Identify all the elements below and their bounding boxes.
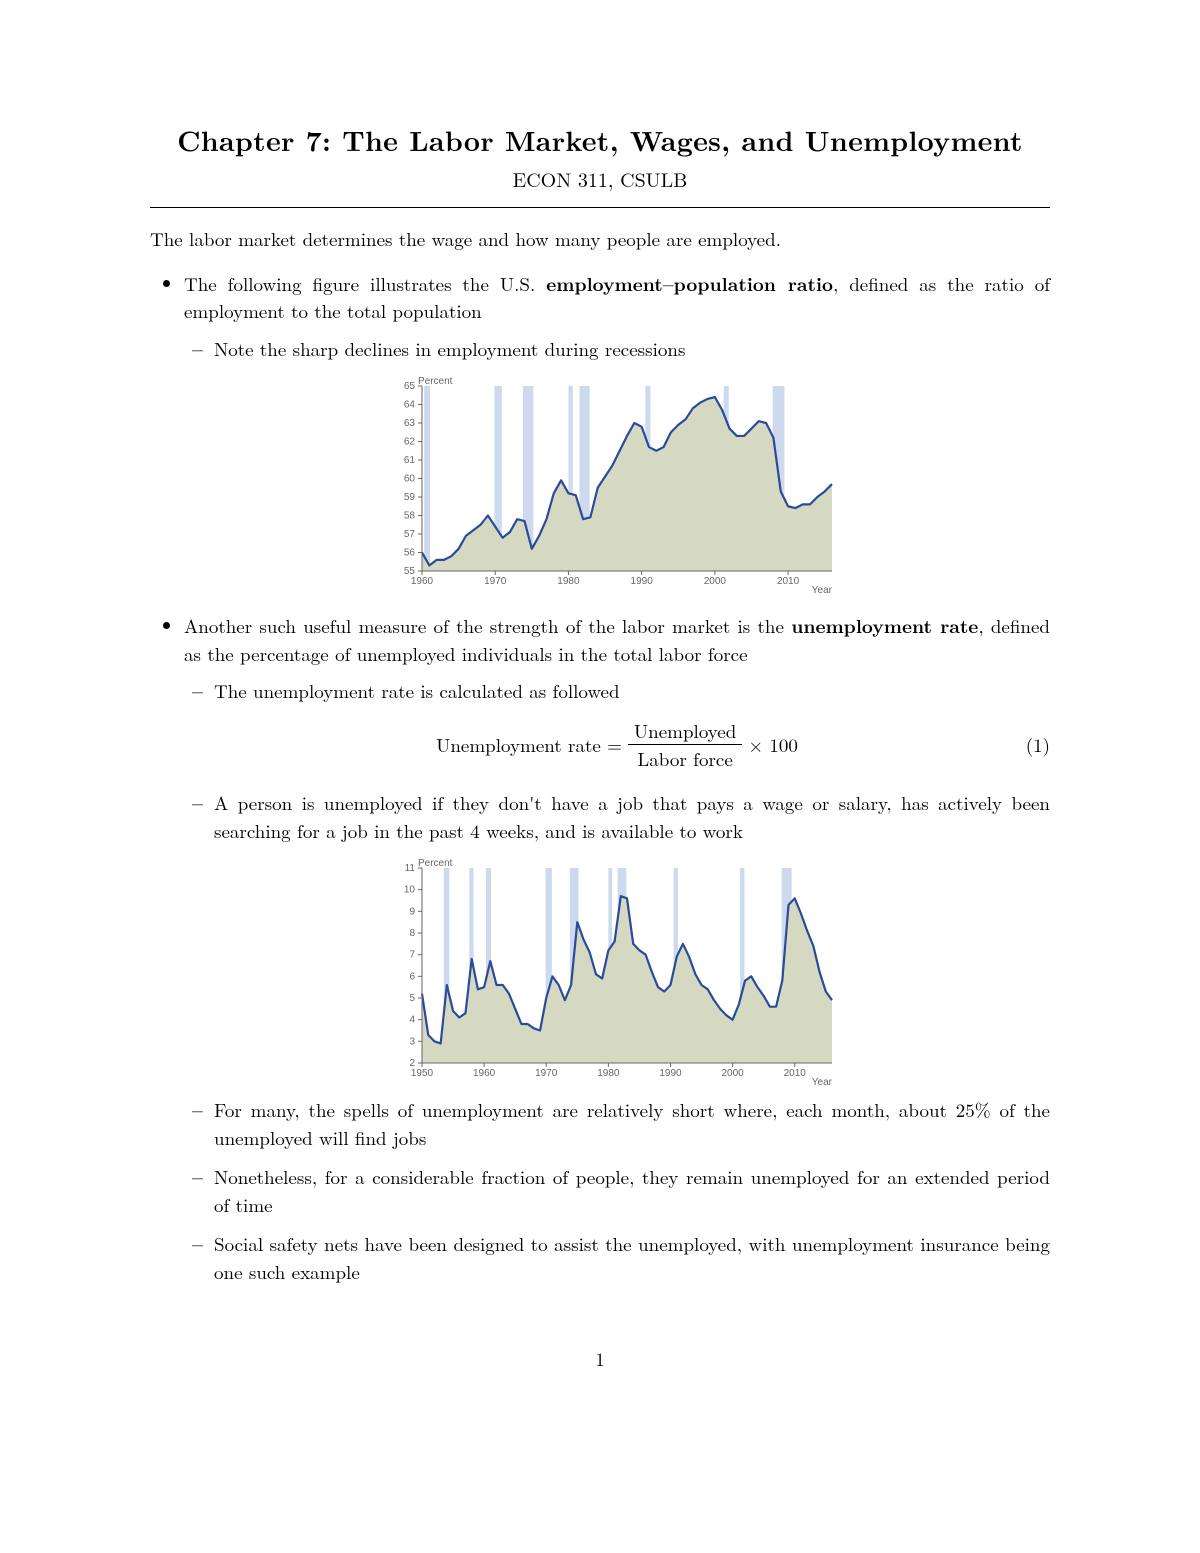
bullet-emp-pop-sub1: Note the sharp declines in employment du… bbox=[214, 335, 1050, 363]
svg-text:59: 59 bbox=[404, 492, 416, 503]
svg-text:11: 11 bbox=[405, 863, 416, 874]
equation-number: (1) bbox=[1026, 731, 1050, 759]
bullet-unemp-sublist: The unemployment rate is calculated as f… bbox=[184, 677, 1050, 705]
svg-text:1980: 1980 bbox=[597, 1068, 620, 1079]
svg-text:62: 62 bbox=[404, 437, 416, 448]
svg-text:3: 3 bbox=[409, 1036, 415, 1047]
equation-lhs: Unemployment rate = bbox=[436, 731, 622, 759]
svg-text:10: 10 bbox=[404, 885, 416, 896]
bullet-unemp-sub5: Social safety nets have been designed to… bbox=[214, 1230, 1050, 1285]
svg-text:6: 6 bbox=[409, 971, 415, 982]
equation-numerator: Unemployed bbox=[628, 717, 742, 745]
page-title: Chapter 7: The Labor Market, Wages, and … bbox=[150, 120, 1050, 160]
page: Chapter 7: The Labor Market, Wages, and … bbox=[0, 0, 1200, 1452]
svg-text:Percent: Percent bbox=[418, 858, 453, 869]
bullet-unemp-sub2: A person is unemployed if they don't hav… bbox=[214, 789, 1050, 844]
bullet-emp-pop-bold: employment–population ratio bbox=[546, 269, 833, 297]
bullet-unemp-sub3: For many, the spells of unemployment are… bbox=[214, 1096, 1050, 1151]
svg-text:1950: 1950 bbox=[411, 1068, 434, 1079]
equation-tail: × 100 bbox=[748, 731, 798, 759]
svg-text:9: 9 bbox=[409, 906, 415, 917]
svg-text:65: 65 bbox=[404, 381, 416, 392]
title-block: Chapter 7: The Labor Market, Wages, and … bbox=[150, 120, 1050, 193]
title-rule bbox=[150, 207, 1050, 208]
svg-text:2000: 2000 bbox=[721, 1068, 744, 1079]
svg-text:5: 5 bbox=[409, 993, 415, 1004]
svg-text:58: 58 bbox=[404, 511, 416, 522]
bullet-unemp-pre: Another such useful measure of the stren… bbox=[184, 612, 791, 639]
svg-text:56: 56 bbox=[404, 548, 416, 559]
chart-employment-population-ratio: 5556575859606162636465196019701980199020… bbox=[382, 374, 852, 594]
bullet-unemp-sub4: Nonetheless, for a considerable fraction… bbox=[214, 1163, 1050, 1218]
svg-text:57: 57 bbox=[404, 529, 416, 540]
svg-text:64: 64 bbox=[404, 400, 416, 411]
svg-text:1960: 1960 bbox=[473, 1068, 496, 1079]
svg-text:1990: 1990 bbox=[631, 576, 654, 587]
svg-text:1970: 1970 bbox=[484, 576, 507, 587]
svg-text:1980: 1980 bbox=[557, 576, 580, 587]
bullet-emp-pop-sublist: Note the sharp declines in employment du… bbox=[184, 335, 1050, 363]
equation-row: Unemployment rate = Unemployed Labor for… bbox=[184, 717, 1050, 773]
svg-text:61: 61 bbox=[404, 455, 416, 466]
page-subtitle: ECON 311, CSULB bbox=[150, 164, 1050, 193]
svg-text:63: 63 bbox=[404, 418, 416, 429]
chart-unemployment-rate: 2345678910111950196019701980199020002010… bbox=[382, 856, 852, 1086]
svg-text:Year: Year bbox=[812, 585, 833, 594]
svg-text:2000: 2000 bbox=[704, 576, 727, 587]
bullet-unemp-bold: unemployment rate bbox=[791, 611, 978, 639]
chart2-wrap: 2345678910111950196019701980199020002010… bbox=[184, 856, 1050, 1086]
bullet-unemp-sublist-2: A person is unemployed if they don't hav… bbox=[184, 789, 1050, 844]
intro-text: The labor market determines the wage and… bbox=[150, 226, 1050, 252]
page-number: 1 bbox=[150, 1345, 1050, 1372]
equation-fraction: Unemployed Labor force bbox=[628, 717, 742, 773]
svg-text:8: 8 bbox=[409, 928, 415, 939]
svg-text:60: 60 bbox=[404, 474, 416, 485]
svg-text:4: 4 bbox=[409, 1015, 415, 1026]
svg-text:1960: 1960 bbox=[411, 576, 434, 587]
svg-text:2010: 2010 bbox=[784, 1068, 807, 1079]
svg-text:1990: 1990 bbox=[659, 1068, 682, 1079]
bullet-emp-pop-pre: The following figure illustrates the U.S… bbox=[184, 270, 546, 297]
bullet-unemp: Another such useful measure of the stren… bbox=[184, 612, 1050, 1285]
svg-text:7: 7 bbox=[409, 950, 415, 961]
bullet-unemp-sublist-3: For many, the spells of unemployment are… bbox=[184, 1096, 1050, 1285]
svg-text:Year: Year bbox=[812, 1077, 833, 1086]
bullet-unemp-sub1: The unemployment rate is calculated as f… bbox=[214, 677, 1050, 705]
svg-text:2010: 2010 bbox=[777, 576, 800, 587]
bullet-emp-pop: The following figure illustrates the U.S… bbox=[184, 270, 1050, 595]
svg-text:Percent: Percent bbox=[418, 376, 453, 387]
chart1-wrap: 5556575859606162636465196019701980199020… bbox=[184, 374, 1050, 594]
equation-denominator: Labor force bbox=[628, 744, 742, 773]
bullet-list-level1: The following figure illustrates the U.S… bbox=[150, 270, 1050, 1286]
svg-text:1970: 1970 bbox=[535, 1068, 558, 1079]
